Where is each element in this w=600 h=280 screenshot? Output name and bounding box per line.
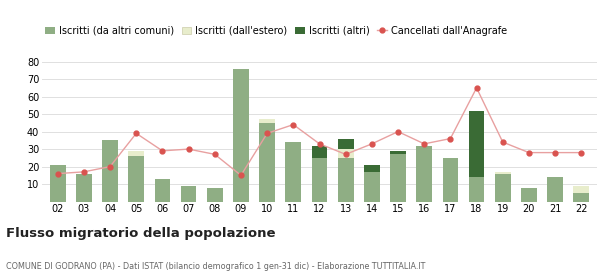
Bar [469,177,484,202]
Bar [311,146,328,158]
Bar [364,165,380,172]
Bar [495,174,511,202]
Text: COMUNE DI GODRANO (PA) - Dati ISTAT (bilancio demografico 1 gen-31 dic) - Elabor: COMUNE DI GODRANO (PA) - Dati ISTAT (bil… [6,262,425,271]
Bar [76,174,92,202]
Bar [364,172,380,202]
Bar [128,156,144,202]
Bar [50,165,65,202]
Bar [495,172,511,174]
Bar [259,123,275,202]
Bar [521,188,537,202]
Bar [338,158,353,202]
Text: Flusso migratorio della popolazione: Flusso migratorio della popolazione [6,227,275,240]
Bar [311,158,328,202]
Bar [547,177,563,202]
Bar [155,179,170,202]
Legend: Iscritti (da altri comuni), Iscritti (dall'estero), Iscritti (altri), Cancellati: Iscritti (da altri comuni), Iscritti (da… [41,22,511,39]
Bar [443,158,458,202]
Bar [102,140,118,202]
Bar [207,188,223,202]
Bar [390,154,406,202]
Bar [259,119,275,123]
Bar [338,149,353,158]
Bar [574,186,589,193]
Bar [128,151,144,156]
Bar [181,186,196,202]
Bar [338,139,353,149]
Bar [390,151,406,154]
Bar [469,111,484,177]
Bar [286,142,301,202]
Bar [574,193,589,202]
Bar [416,146,432,202]
Bar [233,69,249,202]
